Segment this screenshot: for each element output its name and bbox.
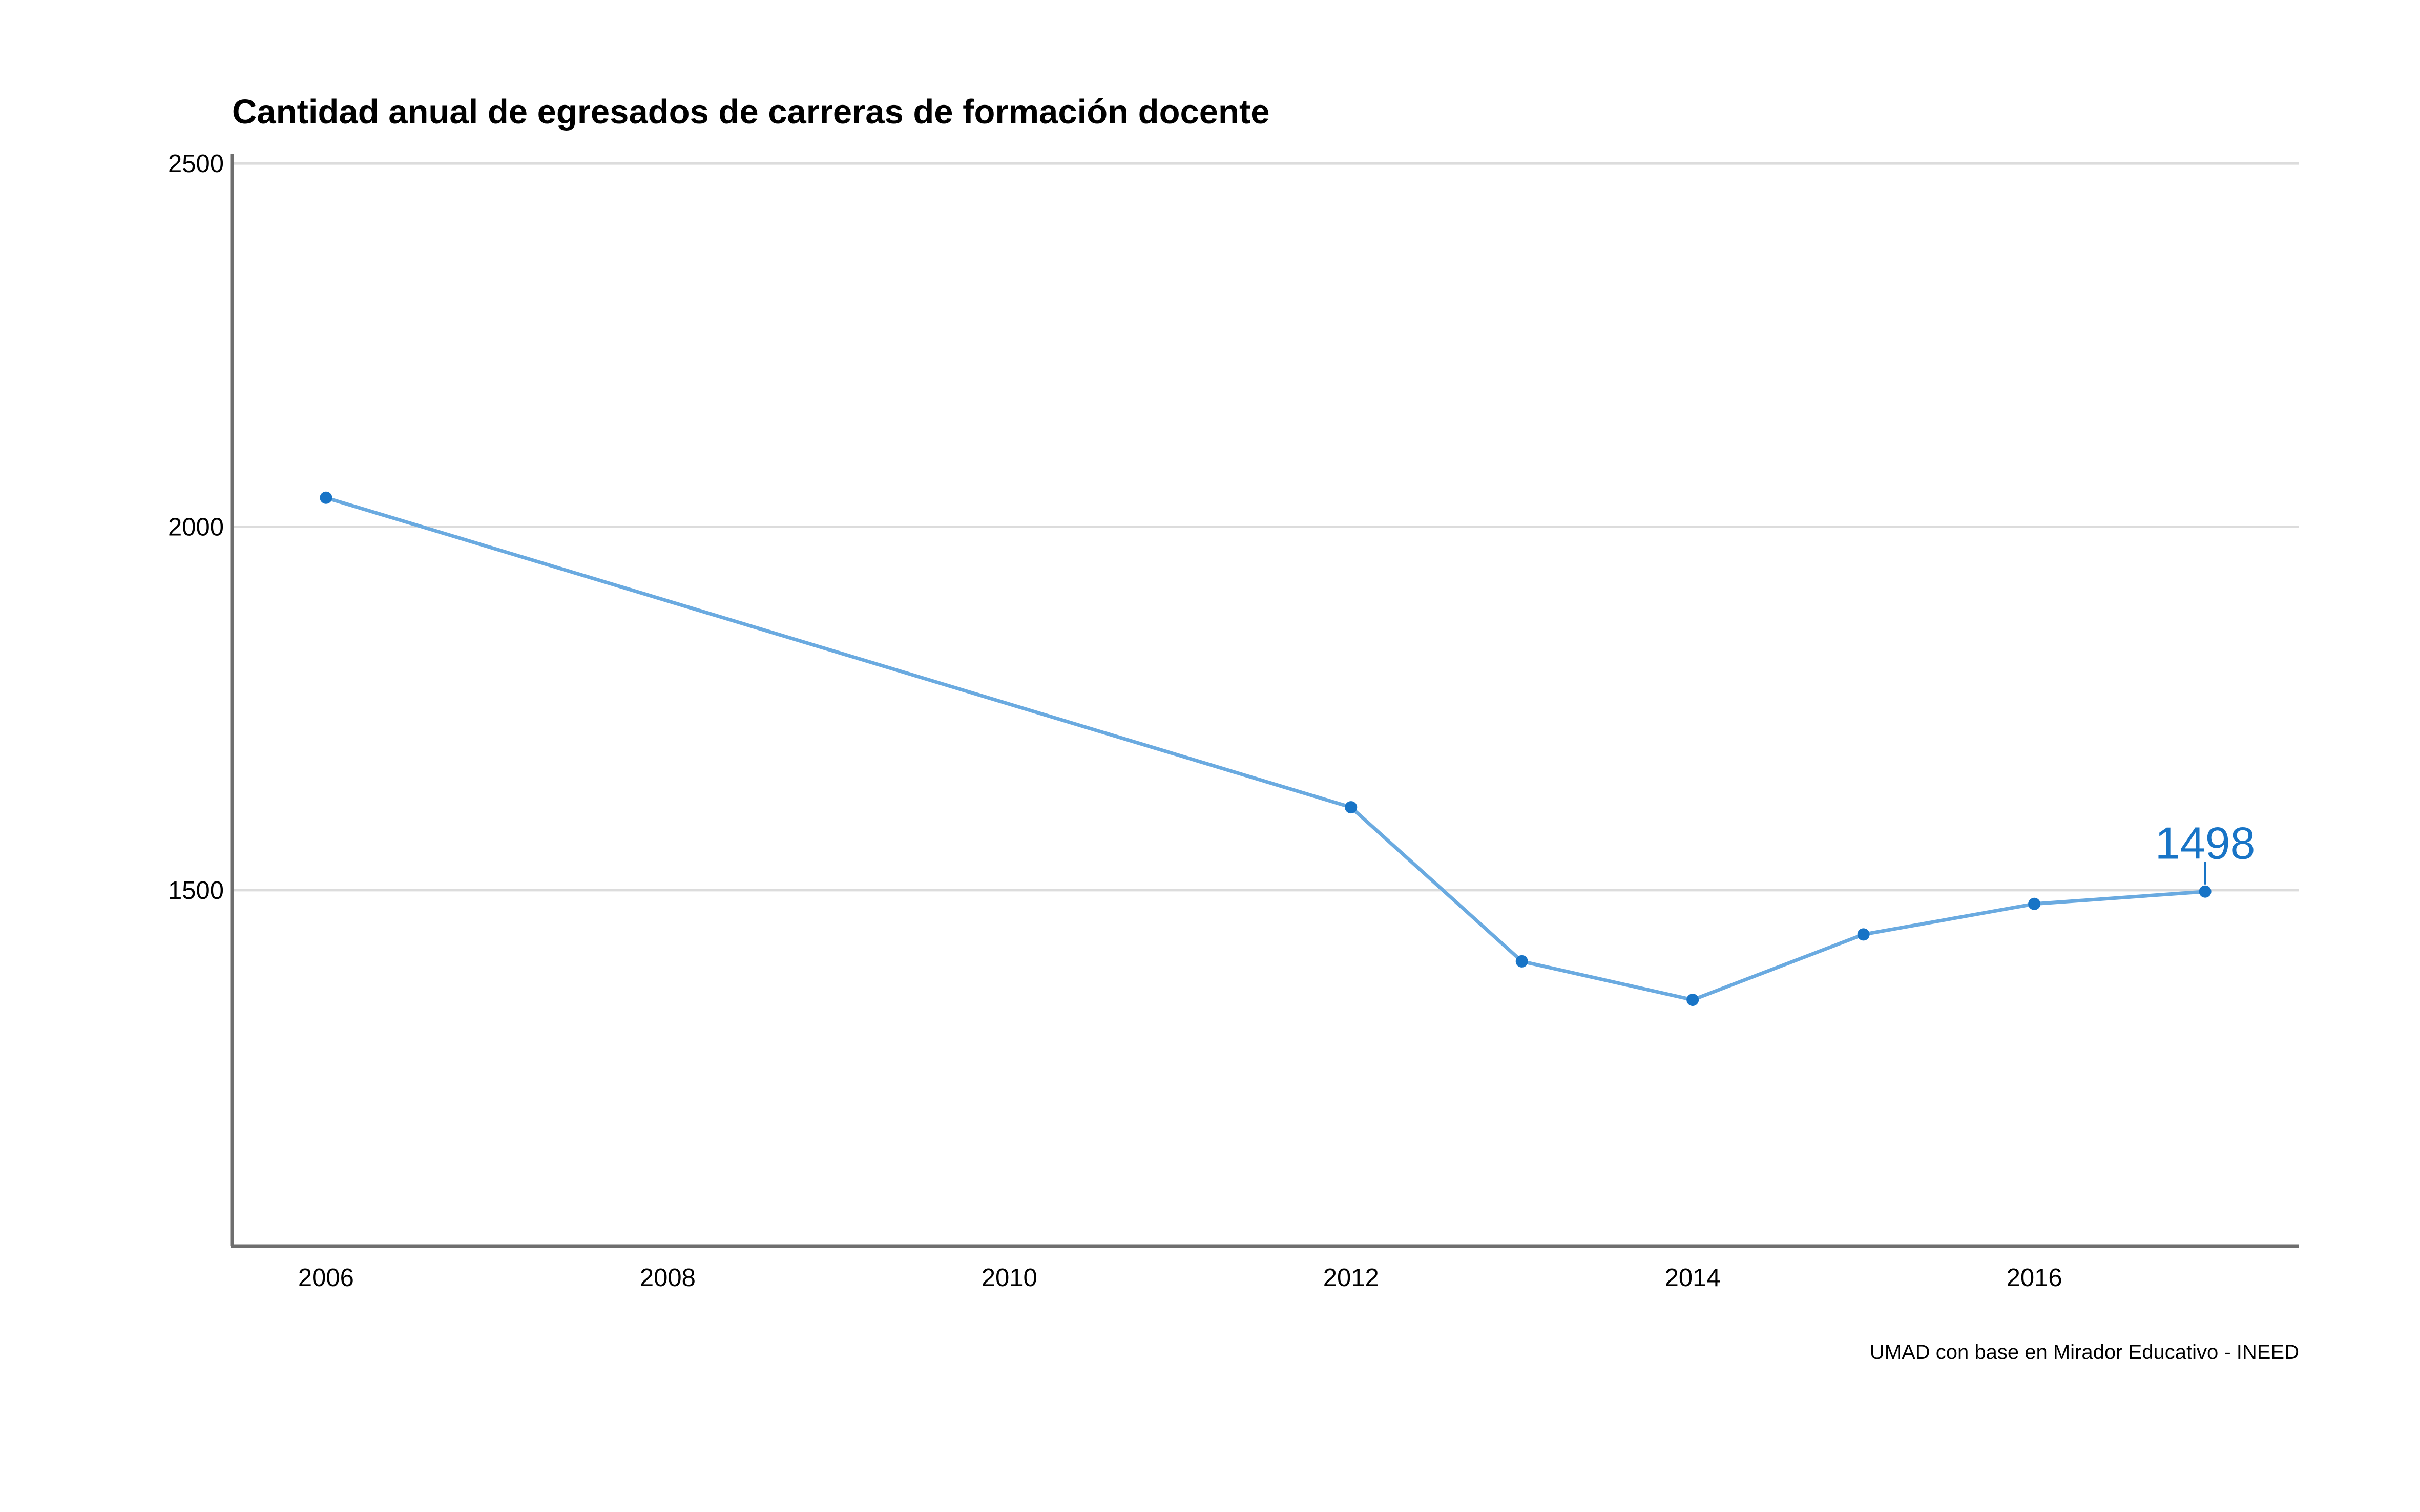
data-point-2013	[1515, 955, 1528, 968]
axes	[230, 154, 2299, 1248]
x-tick-label-2006: 2006	[298, 1264, 354, 1292]
y-tick-label-1500: 1500	[168, 877, 224, 905]
chart-caption: UMAD con base en Mirador Educativo - INE…	[1870, 1341, 2299, 1363]
data-point-2014	[1686, 994, 1699, 1006]
x-tick-label-2008: 2008	[640, 1264, 696, 1292]
chart-title: Cantidad anual de egresados de carreras …	[232, 93, 1270, 131]
data-point-2006	[320, 491, 332, 504]
data-point-2015	[1857, 928, 1870, 941]
x-tick-label-2012: 2012	[1323, 1264, 1379, 1292]
data-point-2016	[2028, 897, 2041, 910]
series-line-0	[324, 496, 2207, 1002]
y-tick-label-2000: 2000	[168, 514, 224, 541]
x-tick-label-2014: 2014	[1665, 1264, 1721, 1292]
x-tick-label-2010: 2010	[982, 1264, 1037, 1292]
highlight-value-label: 1498	[2155, 818, 2256, 869]
data-point-2012	[1345, 801, 1358, 814]
data-series	[320, 491, 2212, 1006]
y-tick-label-2500: 2500	[168, 150, 224, 178]
x-tick-label-2016: 2016	[2007, 1264, 2062, 1292]
annotations: 1498	[2155, 818, 2256, 885]
data-point-2017	[2199, 885, 2212, 898]
tick-labels: 1500 2000 2500 2006 2008 2010 2012 2014 2016	[168, 150, 2062, 1292]
gridlines	[232, 162, 2299, 892]
